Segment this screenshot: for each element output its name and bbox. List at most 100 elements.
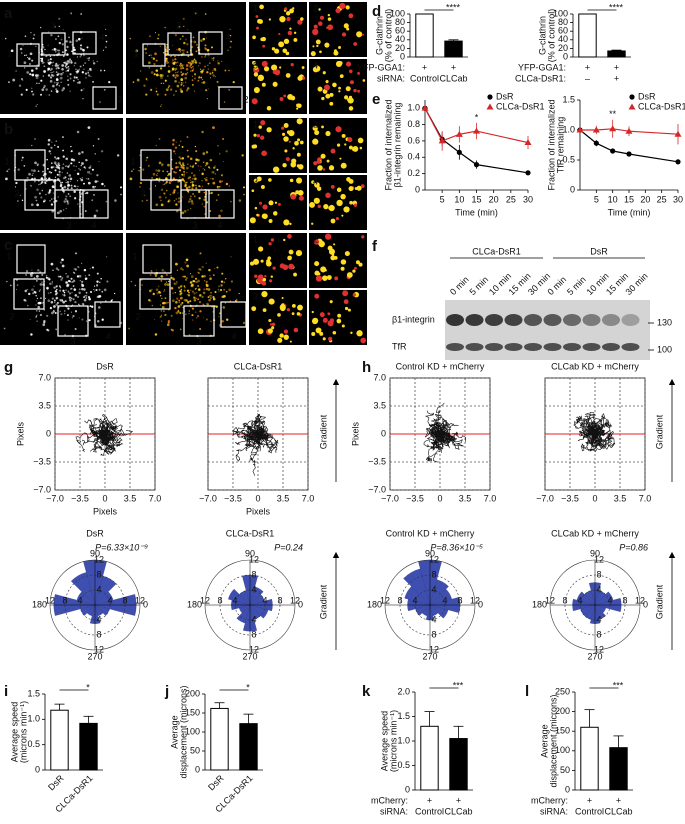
fluorescent-spot <box>287 234 292 239</box>
fluorescent-spot <box>63 294 66 297</box>
fluorescent-spot <box>70 162 73 165</box>
fluorescent-spot <box>238 199 242 202</box>
fluorescent-spot <box>216 80 219 83</box>
fluorescent-spot <box>172 292 174 294</box>
fluorescent-spot <box>208 166 211 169</box>
condition-value: Control <box>415 806 444 816</box>
fluorescent-spot <box>160 300 162 302</box>
fluorescent-spot <box>40 182 43 184</box>
fluorescent-spot <box>251 306 257 312</box>
fluorescent-spot <box>178 301 180 304</box>
fluorescent-spot <box>192 291 194 293</box>
fluorescent-spot <box>285 51 290 56</box>
fluorescent-spot <box>291 158 297 164</box>
fluorescent-spot <box>64 176 67 179</box>
fluorescent-spot <box>325 130 331 137</box>
fluorescent-spot <box>324 233 332 240</box>
fluorescent-spot <box>319 331 324 336</box>
fluorescent-spot <box>88 297 91 301</box>
fluorescent-spot <box>47 44 49 46</box>
fluorescent-spot <box>70 41 72 43</box>
fluorescent-spot <box>51 198 53 200</box>
fluorescent-spot <box>61 51 64 54</box>
fluorescent-spot <box>96 60 98 63</box>
fluorescent-spot <box>158 161 162 165</box>
fluorescent-spot <box>312 28 319 36</box>
angle-label: 0 <box>298 599 303 609</box>
fluorescent-spot <box>160 203 164 207</box>
lane-label: 0 min <box>448 274 471 297</box>
fluorescent-spot <box>187 177 190 180</box>
fluorescent-spot <box>272 266 276 270</box>
fluorescent-spot <box>35 294 37 297</box>
ring-label: 4 <box>77 595 82 605</box>
fluorescent-spot <box>33 169 36 173</box>
fluorescent-spot <box>181 173 184 176</box>
x-tick-label: −7.0 <box>199 493 217 503</box>
fluorescent-spot <box>21 159 23 161</box>
fluorescent-spot <box>269 279 273 283</box>
ring-label: 4 <box>596 614 601 624</box>
fluorescent-spot <box>100 277 102 280</box>
fluorescent-spot <box>72 79 75 82</box>
fluorescent-spot <box>85 320 88 322</box>
fluorescent-spot <box>171 288 173 290</box>
fluorescent-spot <box>180 67 183 70</box>
fluorescent-spot <box>226 318 229 321</box>
fluorescent-spot <box>182 275 185 278</box>
y-axis-label: Average <box>539 724 549 757</box>
fluorescent-spot <box>52 166 55 168</box>
fluorescent-spot <box>328 165 335 171</box>
fluorescent-spot <box>201 78 204 81</box>
fluorescent-spot <box>32 37 35 40</box>
fluorescent-spot <box>292 7 295 10</box>
fluorescent-spot <box>190 70 192 72</box>
fluorescent-spot <box>76 82 79 84</box>
fluorescent-spot <box>26 288 29 291</box>
fluorescent-spot <box>179 303 183 306</box>
fluorescent-spot <box>195 311 197 313</box>
fluorescent-spot <box>179 157 182 160</box>
fluorescent-spot <box>322 317 328 323</box>
fluorescent-spot <box>78 161 80 164</box>
fluorescent-spot <box>22 45 24 47</box>
fluorescent-spot <box>70 187 73 190</box>
fluorescent-spot <box>165 50 168 53</box>
fluorescent-spot <box>55 303 58 306</box>
fluorescent-spot <box>45 276 48 279</box>
fluorescent-spot <box>266 259 271 264</box>
fluorescent-spot <box>158 195 162 199</box>
ring-label: 8 <box>122 595 127 605</box>
fluorescent-spot <box>67 178 70 180</box>
fluorescent-spot <box>105 256 108 258</box>
bar <box>607 50 626 58</box>
fluorescent-spot <box>160 310 162 312</box>
cell-track <box>594 433 610 450</box>
fluorescent-spot <box>255 15 259 18</box>
fluorescent-spot <box>330 255 336 261</box>
fluorescent-spot <box>356 330 363 337</box>
fluorescent-spot <box>73 185 76 188</box>
fluorescent-spot <box>28 172 31 176</box>
fluorescent-spot <box>47 67 51 71</box>
fluorescent-spot <box>202 152 206 155</box>
fluorescent-spot <box>86 170 90 174</box>
fluorescent-spot <box>162 51 165 54</box>
fluorescent-spot <box>72 279 76 282</box>
micrograph <box>0 2 123 114</box>
cell-track <box>257 433 279 447</box>
fluorescent-spot <box>345 86 351 92</box>
fluorescent-spot <box>36 314 38 316</box>
fluorescent-spot <box>156 174 158 177</box>
fluorescent-spot <box>267 256 272 261</box>
fluorescent-spot <box>62 136 64 138</box>
fluorescent-spot <box>206 176 208 179</box>
x-axis-label: Time (min) <box>455 207 498 217</box>
fluorescent-spot <box>193 58 196 61</box>
fluorescent-spot <box>102 49 105 51</box>
fluorescent-spot <box>58 170 61 173</box>
fluorescent-spot <box>205 178 208 182</box>
fluorescent-spot <box>53 286 56 289</box>
p-value: P=6.33×10⁻⁹ <box>95 542 148 552</box>
fluorescent-spot <box>93 290 96 292</box>
